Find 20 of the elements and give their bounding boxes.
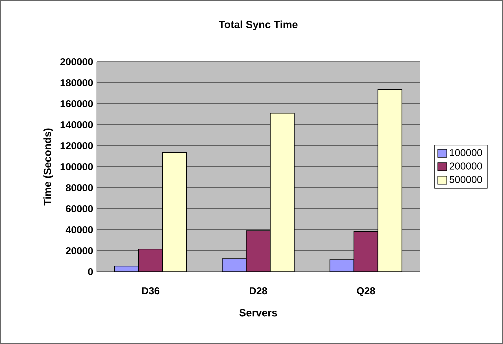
y-tick-label: 100000 (60, 163, 94, 171)
y-axis-title: Time (Seconds) (44, 128, 54, 206)
x-tick-label: Q28 (357, 288, 376, 296)
y-tick-label: 80000 (66, 184, 94, 192)
y-tick-label: 40000 (66, 226, 94, 234)
y-tick-label: 60000 (66, 205, 94, 213)
y-tick-label: 120000 (60, 142, 94, 150)
legend-label: 200000 (450, 162, 482, 170)
legend-label: 500000 (450, 176, 482, 184)
x-tick-label: D36 (142, 288, 160, 295)
y-tick-label: 200000 (60, 58, 94, 66)
y-tick-label: 140000 (60, 121, 94, 129)
legend-label: 100000 (450, 149, 482, 156)
y-tick-label: 180000 (60, 79, 94, 87)
x-axis-title: Servers (240, 309, 278, 317)
y-tick-label: 20000 (66, 247, 94, 255)
chart-title: Total Sync Time (219, 20, 298, 30)
x-tick-label: D28 (250, 288, 268, 295)
y-tick-label: 0 (88, 268, 94, 276)
y-tick-label: 160000 (60, 100, 94, 108)
